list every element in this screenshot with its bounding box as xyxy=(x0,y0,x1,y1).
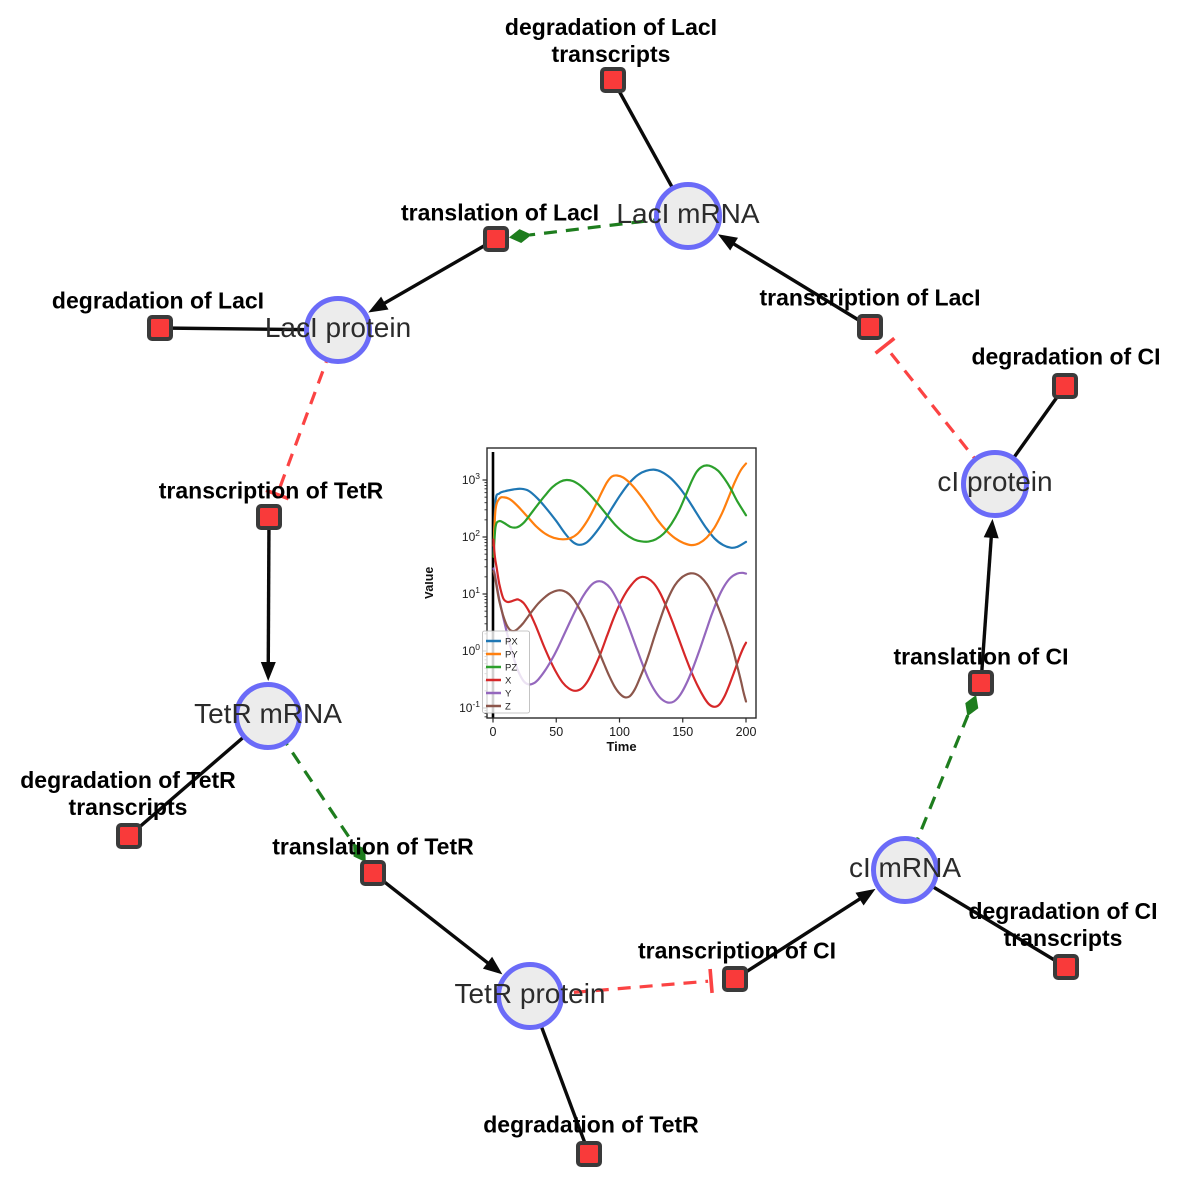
y-tick-label: 100 xyxy=(462,642,480,658)
reaction-node-deg-tetr-transcripts[interactable] xyxy=(116,823,142,849)
reaction-label-deg-ci-transcripts: degradation of CI transcripts xyxy=(968,898,1157,952)
legend-label-y: Y xyxy=(505,689,512,700)
reaction-node-translation-laci[interactable] xyxy=(483,226,509,252)
reaction-label-line: transcription of CI xyxy=(637,937,837,964)
reaction-label-deg-laci-transcripts: degradation of LacI transcripts xyxy=(505,14,717,68)
reaction-label-line: transcription of TetR xyxy=(158,477,384,504)
legend-label-pz: PZ xyxy=(505,663,517,674)
arrowhead xyxy=(260,662,276,681)
edge-production-transcription-ci-ci-mrna xyxy=(734,888,876,981)
reaction-label-line: degradation of TetR xyxy=(483,1111,699,1138)
x-tick-label: 50 xyxy=(549,725,563,739)
x-tick-label: 100 xyxy=(609,725,630,739)
legend: PX PY PZ XYZ xyxy=(482,630,530,714)
reaction-label-line: transcripts xyxy=(1003,925,1123,951)
reaction-node-transcription-tetr[interactable] xyxy=(256,504,282,530)
edge-production-transcription-tetr-tetr-mrna xyxy=(260,516,276,681)
plot-frame xyxy=(486,447,757,719)
reaction-label-deg-tetr: degradation of TetR xyxy=(483,1112,699,1139)
inhibition-tee xyxy=(265,488,290,501)
x-tick-label: 150 xyxy=(672,725,693,739)
reaction-label-line: degradation of LacI xyxy=(51,287,265,314)
y-tick-label: 102 xyxy=(462,528,480,544)
reaction-node-translation-ci[interactable] xyxy=(968,670,994,696)
reaction-label-translation-laci: translation of LacI xyxy=(401,200,599,227)
species-label-ci-protein: cI protein xyxy=(937,466,1053,497)
legend-label-px: PX xyxy=(505,637,518,648)
reaction-node-transcription-ci[interactable] xyxy=(722,966,748,992)
legend-label-py: PY xyxy=(505,650,518,661)
species-node-ci-protein[interactable] xyxy=(961,450,1029,518)
y-tick-label: 103 xyxy=(462,471,480,487)
species-label-tetr-protein: TetR protein xyxy=(454,978,606,1009)
reaction-node-translation-tetr[interactable] xyxy=(360,860,386,886)
reaction-node-deg-ci-transcripts[interactable] xyxy=(1053,954,1079,980)
reaction-label-line: translation of CI xyxy=(893,643,1069,670)
species-label-tetr-mrna: TetR mRNA xyxy=(194,698,342,729)
species-label-laci-protein: LacI protein xyxy=(264,312,412,343)
reaction-node-deg-laci-transcripts[interactable] xyxy=(600,67,626,93)
reaction-node-transcription-laci[interactable] xyxy=(857,314,883,340)
inhibition-tee xyxy=(708,968,714,994)
series-line-pz xyxy=(492,464,748,558)
reaction-label-translation-tetr: translation of TetR xyxy=(272,834,473,861)
reaction-label-deg-laci: degradation of LacI xyxy=(52,288,264,315)
reaction-label-line: translation of TetR xyxy=(272,833,474,860)
species-node-tetr-protein[interactable] xyxy=(496,962,564,1030)
reaction-label-line: transcription of LacI xyxy=(759,284,981,311)
edge-production-translation-tetr-tetr-protein xyxy=(371,871,503,975)
reaction-label-deg-tetr-transcripts: degradation of TetR transcripts xyxy=(20,767,236,821)
arrowhead xyxy=(983,518,999,539)
species-node-laci-mrna[interactable] xyxy=(654,182,722,250)
x-tick-label: 0 xyxy=(490,725,497,739)
inhibition-tee xyxy=(874,336,896,355)
arrowhead xyxy=(368,296,389,313)
reaction-label-deg-ci: degradation of CI xyxy=(971,344,1160,371)
y-tick-label: 10-1 xyxy=(459,699,480,715)
reaction-node-deg-ci[interactable] xyxy=(1052,373,1078,399)
species-label-laci-mrna: LacI mRNA xyxy=(616,198,760,229)
diamond-arrowhead xyxy=(508,229,532,243)
species-node-laci-protein[interactable] xyxy=(304,296,372,364)
reaction-node-deg-tetr[interactable] xyxy=(576,1141,602,1167)
reaction-label-line: degradation of TetR xyxy=(20,767,236,793)
arrowhead xyxy=(717,234,738,251)
series-line-py xyxy=(492,462,748,547)
diamond-arrowhead xyxy=(965,695,979,717)
arrowhead xyxy=(482,956,503,975)
legend-label-x: X xyxy=(505,676,512,687)
x-tick-label: 200 xyxy=(736,725,757,739)
reaction-label-transcription-ci: transcription of CI xyxy=(638,938,836,965)
series-line-px xyxy=(492,468,748,556)
plot-area xyxy=(491,452,748,718)
x-axis-label: Time xyxy=(606,739,636,754)
diamond-arrowhead xyxy=(353,843,366,863)
reaction-label-line: degradation of CI xyxy=(971,343,1161,370)
series-line-x xyxy=(492,538,748,708)
reaction-label-translation-ci: translation of CI xyxy=(893,644,1068,671)
edge-production-transcription-laci-laci-mrna xyxy=(717,234,871,329)
simulation-inset-plot: 0 50 100 150 20010-1100101102103TimeValuePXP… xyxy=(425,435,775,765)
reaction-label-line: degradation of CI xyxy=(968,898,1158,924)
species-node-tetr-mrna[interactable] xyxy=(234,682,302,750)
edge-production-translation-laci-laci-protein xyxy=(368,237,497,313)
legend-label-z: Z xyxy=(505,702,511,713)
y-axis-label: Value xyxy=(425,567,436,600)
reaction-label-line: degradation of LacI xyxy=(504,14,718,40)
plot-background xyxy=(425,435,775,765)
edge-production-translation-ci-ci-protein xyxy=(979,518,999,684)
arrowhead xyxy=(855,888,876,906)
series-line-z xyxy=(492,570,748,703)
reaction-label-line: transcripts xyxy=(68,794,188,820)
reaction-label-line: translation of LacI xyxy=(400,199,600,226)
y-tick-label: 101 xyxy=(462,585,480,601)
reaction-label-transcription-tetr: transcription of TetR xyxy=(159,478,383,505)
reaction-label-transcription-laci: transcription of LacI xyxy=(759,285,980,312)
species-label-ci-mrna: cI mRNA xyxy=(849,852,961,883)
species-node-ci-mrna[interactable] xyxy=(871,836,939,904)
reaction-node-deg-laci[interactable] xyxy=(147,315,173,341)
reaction-label-line: transcripts xyxy=(551,41,671,67)
